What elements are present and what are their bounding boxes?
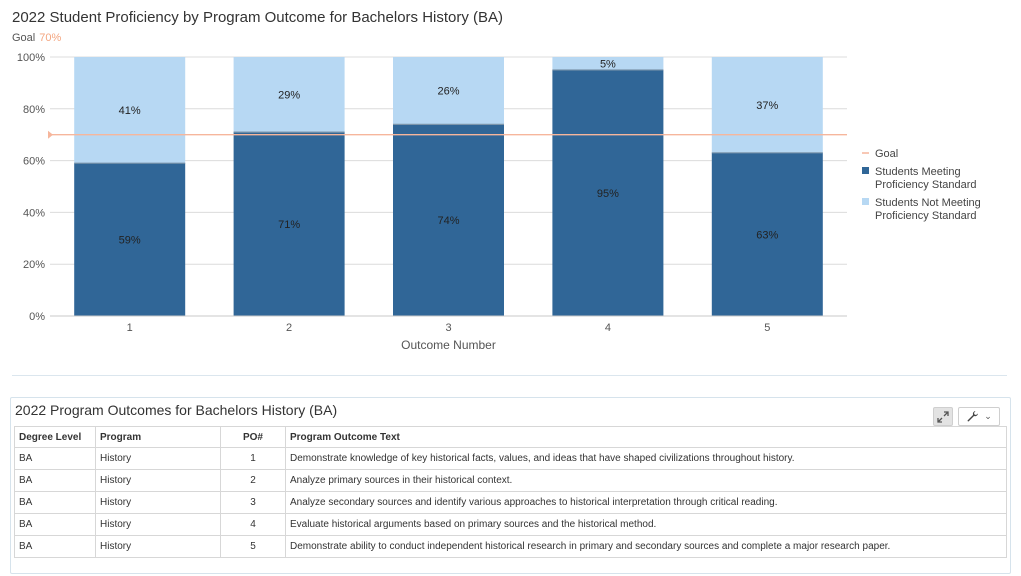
goal-summary-label: Goal (12, 32, 36, 44)
po-number-cell: 1 (220, 447, 286, 470)
degree-level-cell: BA (14, 535, 96, 558)
x-tick-label: 4 (605, 322, 611, 334)
column-header[interactable]: Program (95, 426, 221, 448)
x-tick-label: 3 (445, 322, 451, 334)
legend-swatch (862, 167, 869, 174)
bar-not-meeting (711, 57, 823, 153)
outcomes-table-title: 2022 Program Outcomes for Bachelors Hist… (15, 402, 338, 418)
x-axis-label: Outcome Number (401, 338, 496, 352)
tools-menu-button[interactable]: ⌄ (958, 407, 1000, 426)
data-label-not-meeting: 37% (756, 100, 778, 112)
program-cell: History (95, 491, 221, 514)
po-number-cell: 5 (220, 535, 286, 558)
x-tick-label: 1 (127, 322, 133, 334)
outcomes-panel: 2022 Program Outcomes for Bachelors Hist… (10, 397, 1011, 574)
legend-label: Proficiency Standard (875, 179, 977, 191)
bar-meeting (552, 69, 664, 316)
table-header-row: Degree Level Program PO# Program Outcome… (14, 426, 1007, 448)
data-label-not-meeting: 41% (119, 105, 141, 117)
table-row: BA History 3 Analyze secondary sources a… (14, 491, 1007, 514)
outcome-text-cell: Demonstrate knowledge of key historical … (285, 447, 1007, 470)
data-label-meeting: 95% (597, 188, 619, 200)
table-row: BA History 5 Demonstrate ability to cond… (14, 535, 1007, 558)
program-cell: History (95, 535, 221, 558)
x-tick-label: 2 (286, 322, 292, 334)
bar-not-meeting (74, 57, 186, 164)
degree-level-cell: BA (14, 491, 96, 514)
x-tick-label: 5 (764, 322, 770, 334)
legend-label: Students Meeting (875, 166, 961, 178)
goal-summary: Goal 70% (12, 32, 61, 44)
expand-icon (937, 410, 949, 423)
degree-level-cell: BA (14, 447, 96, 470)
data-label-not-meeting: 5% (600, 58, 616, 70)
program-cell: History (95, 469, 221, 492)
program-cell: History (95, 513, 221, 536)
outcomes-table: Degree Level Program PO# Program Outcome… (14, 426, 1007, 558)
data-label-not-meeting: 26% (437, 86, 459, 98)
data-label-not-meeting: 29% (278, 90, 300, 102)
bar-not-meeting (393, 57, 504, 125)
program-cell: History (95, 447, 221, 470)
po-number-cell: 4 (220, 513, 286, 536)
chevron-down-icon: ⌄ (984, 411, 992, 421)
column-header[interactable]: Degree Level (14, 426, 96, 448)
column-header[interactable]: Program Outcome Text (285, 426, 1007, 448)
po-number-cell: 2 (220, 469, 286, 492)
bar-meeting (74, 163, 186, 316)
section-divider (12, 375, 1007, 376)
wrench-icon (967, 411, 979, 422)
table-row: BA History 2 Analyze primary sources in … (14, 469, 1007, 492)
data-label-meeting: 63% (756, 229, 778, 241)
goal-marker (48, 130, 53, 139)
degree-level-cell: BA (14, 469, 96, 492)
y-tick-label: 100% (17, 52, 45, 64)
chart-title: 2022 Student Proficiency by Program Outc… (12, 9, 504, 26)
bar-meeting (393, 124, 504, 316)
bar-meeting (711, 152, 823, 316)
expand-button[interactable] (933, 407, 953, 426)
legend-label: Students Not Meeting (875, 197, 981, 209)
data-label-meeting: 71% (278, 219, 300, 231)
y-tick-label: 80% (23, 104, 45, 116)
y-tick-label: 40% (23, 207, 45, 219)
outcome-text-cell: Evaluate historical arguments based on p… (285, 513, 1007, 536)
column-header[interactable]: PO# (220, 426, 286, 448)
y-tick-label: 60% (23, 156, 45, 168)
goal-summary-value: 70% (39, 32, 62, 44)
y-tick-label: 20% (23, 259, 45, 271)
table-row: BA History 4 Evaluate historical argumen… (14, 513, 1007, 536)
proficiency-chart: 0% 20% 40% 60% 80% 100% 59% 41% 1 71% 29% 2 74% 26% 3 9… (17, 52, 981, 352)
legend-label: Proficiency Standard (875, 210, 977, 222)
legend-swatch (862, 198, 869, 205)
data-label-meeting: 59% (119, 235, 141, 247)
table-row: BA History 1 Demonstrate knowledge of ke… (14, 447, 1007, 470)
bar-not-meeting (552, 57, 664, 70)
degree-level-cell: BA (14, 513, 96, 536)
outcome-text-cell: Analyze secondary sources and identify v… (285, 491, 1007, 514)
po-number-cell: 3 (220, 491, 286, 514)
bar-meeting (233, 132, 345, 316)
y-tick-label: 0% (29, 311, 45, 323)
outcome-text-cell: Analyze primary sources in their histori… (285, 469, 1007, 492)
legend-label: Goal (875, 148, 898, 160)
bar-not-meeting (233, 57, 345, 133)
data-label-meeting: 74% (437, 215, 459, 227)
outcome-text-cell: Demonstrate ability to conduct independe… (285, 535, 1007, 558)
